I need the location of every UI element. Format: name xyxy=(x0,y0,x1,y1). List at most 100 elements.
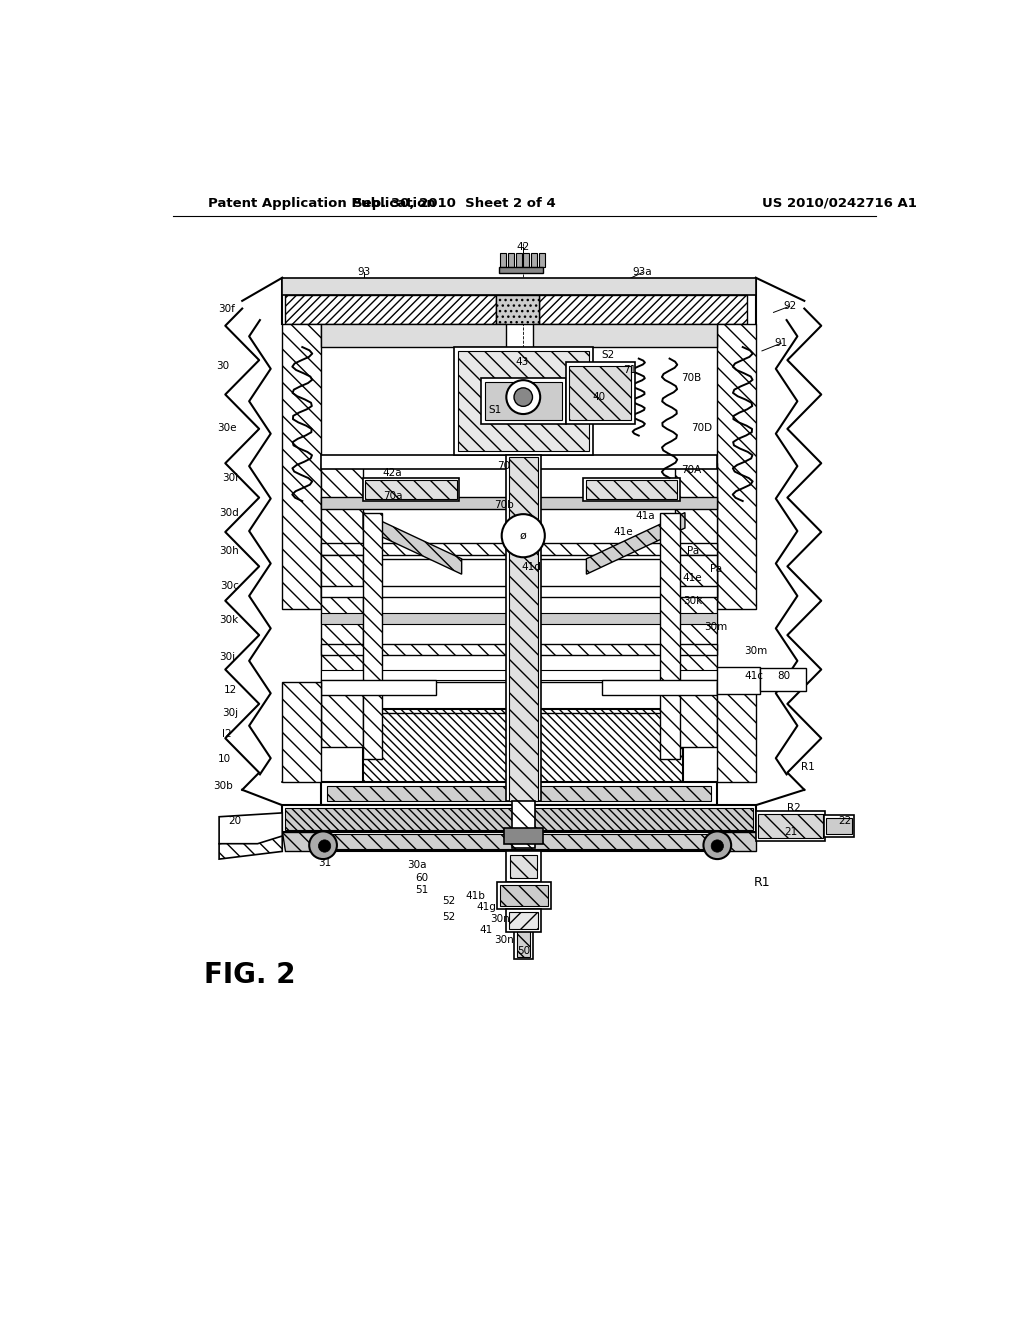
Bar xyxy=(512,801,535,847)
Text: 21: 21 xyxy=(784,828,798,837)
Text: 10: 10 xyxy=(218,754,231,764)
Text: 30k: 30k xyxy=(683,597,702,606)
Bar xyxy=(366,480,457,499)
Polygon shape xyxy=(219,832,283,859)
Text: I2: I2 xyxy=(222,730,231,739)
Bar xyxy=(364,478,460,502)
Text: 40: 40 xyxy=(592,392,605,403)
Bar xyxy=(364,512,382,759)
Polygon shape xyxy=(283,832,321,851)
Circle shape xyxy=(703,832,731,859)
Text: 41c: 41c xyxy=(744,671,764,681)
Text: 41d: 41d xyxy=(521,561,541,572)
Circle shape xyxy=(506,380,541,414)
Bar xyxy=(497,882,551,909)
Text: 30n: 30n xyxy=(495,935,514,945)
Text: 41: 41 xyxy=(479,925,493,935)
Bar xyxy=(539,253,545,267)
Bar xyxy=(675,554,717,747)
Text: 42: 42 xyxy=(517,242,529,252)
Text: 20: 20 xyxy=(228,816,241,825)
Text: R2: R2 xyxy=(787,803,801,813)
Circle shape xyxy=(502,515,545,557)
Bar xyxy=(283,805,756,832)
Text: 93a: 93a xyxy=(633,268,652,277)
Text: 30n: 30n xyxy=(490,915,510,924)
Bar xyxy=(321,832,717,851)
Bar xyxy=(523,253,529,267)
Bar xyxy=(509,457,538,800)
Text: R1: R1 xyxy=(754,875,770,888)
Text: 70A: 70A xyxy=(681,465,701,475)
Text: 30h: 30h xyxy=(219,546,239,556)
Text: 52: 52 xyxy=(442,912,456,921)
Text: ø: ø xyxy=(520,531,526,541)
Bar xyxy=(565,363,635,424)
Text: 50: 50 xyxy=(517,946,529,957)
Bar xyxy=(514,882,534,960)
Text: 22: 22 xyxy=(839,816,852,825)
Bar xyxy=(321,498,717,508)
Bar xyxy=(517,886,530,957)
Polygon shape xyxy=(587,512,685,574)
Text: 93: 93 xyxy=(357,268,371,277)
Bar xyxy=(321,462,364,601)
Bar xyxy=(717,323,756,609)
Bar xyxy=(500,886,548,906)
Text: 30a: 30a xyxy=(408,861,427,870)
Text: 41g: 41g xyxy=(476,902,497,912)
Bar xyxy=(504,829,543,843)
Bar xyxy=(321,671,717,680)
Bar xyxy=(532,323,717,347)
Text: 41a: 41a xyxy=(636,511,655,521)
Text: 80: 80 xyxy=(777,671,791,681)
Bar xyxy=(584,478,680,502)
Text: 92: 92 xyxy=(783,301,797,312)
Bar xyxy=(481,378,565,424)
Text: 30f: 30f xyxy=(218,304,236,314)
Text: 51: 51 xyxy=(415,884,428,895)
Text: FIG. 2: FIG. 2 xyxy=(204,961,296,989)
Text: 70B: 70B xyxy=(681,372,701,383)
Bar xyxy=(321,455,717,469)
Text: Sep. 30, 2010  Sheet 2 of 4: Sep. 30, 2010 Sheet 2 of 4 xyxy=(352,197,555,210)
Text: S1: S1 xyxy=(488,405,502,416)
Text: 30i: 30i xyxy=(222,473,239,483)
Bar xyxy=(758,813,823,838)
Text: 60: 60 xyxy=(415,874,428,883)
Bar xyxy=(321,644,717,655)
Text: 41e: 41e xyxy=(683,573,702,583)
Bar xyxy=(509,912,538,929)
Bar xyxy=(506,455,541,801)
Bar xyxy=(321,781,717,805)
Text: 30: 30 xyxy=(216,362,229,371)
Bar xyxy=(283,682,321,781)
Circle shape xyxy=(309,832,337,859)
Text: 70: 70 xyxy=(498,462,511,471)
Circle shape xyxy=(318,840,331,853)
Bar xyxy=(454,347,593,455)
Bar xyxy=(717,682,756,781)
Bar xyxy=(364,709,683,809)
Bar xyxy=(826,817,852,834)
Text: 91: 91 xyxy=(774,338,787,348)
Bar xyxy=(283,323,321,609)
Bar xyxy=(508,253,514,267)
Bar xyxy=(675,462,717,601)
Bar xyxy=(531,253,538,267)
Bar xyxy=(321,586,717,597)
Circle shape xyxy=(514,388,532,407)
Text: 70D: 70D xyxy=(691,422,713,433)
Bar xyxy=(321,612,717,624)
Bar xyxy=(760,668,806,692)
Text: 12: 12 xyxy=(224,685,238,694)
Text: S2: S2 xyxy=(601,350,614,360)
Bar xyxy=(539,294,746,323)
Bar xyxy=(506,909,541,932)
Polygon shape xyxy=(219,813,283,843)
Bar xyxy=(484,381,562,420)
Bar xyxy=(823,816,854,837)
Polygon shape xyxy=(364,512,462,574)
Text: US 2010/0242716 A1: US 2010/0242716 A1 xyxy=(762,197,916,210)
Text: 30m: 30m xyxy=(705,622,727,631)
